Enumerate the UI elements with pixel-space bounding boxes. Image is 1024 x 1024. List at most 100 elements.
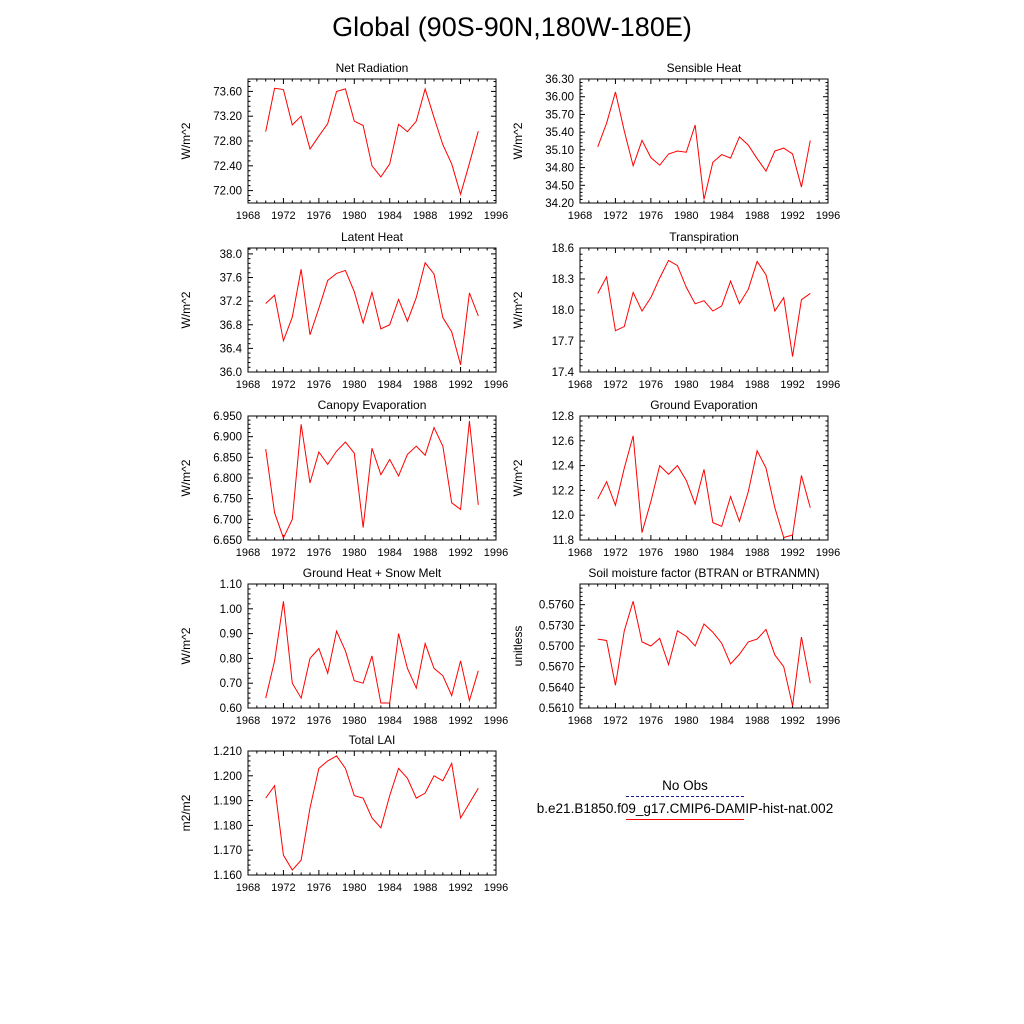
panel-total-lai-ytick-label: 1.210: [213, 746, 242, 758]
panel-soil-moisture-factor-btran-or-btranmn-ylabel: unitless: [511, 626, 525, 667]
panel-soil-moisture-factor-btran-or-btranmn-ytick-label: 0.5610: [539, 703, 574, 715]
panel-ground-heat-snow-melt-xtick-label: 1976: [307, 715, 331, 727]
panel-transpiration-ytick-label: 17.7: [552, 336, 574, 348]
panel-ground-evaporation-series-line: [597, 435, 811, 539]
panel-net-radiation-ytick-label: 73.20: [213, 111, 242, 123]
panel-net-radiation-xtick-label: 1988: [413, 210, 437, 222]
panel-soil-moisture-factor-btran-or-btranmn-xtick-label: 1976: [639, 715, 663, 727]
panel-total-lai-ytick-label: 1.170: [213, 845, 242, 857]
panel-soil-moisture-factor-btran-or-btranmn-xtick-label: 1972: [603, 715, 627, 727]
panel-sensible-heat-ytick-label: 34.80: [545, 163, 574, 175]
panel-sensible-heat-ytick-label: 34.50: [545, 180, 574, 192]
panel-ground-evaporation-title: Ground Evaporation: [650, 398, 757, 412]
panel-transpiration-xtick-label: 1984: [709, 379, 733, 391]
panel-transpiration-title: Transpiration: [669, 230, 739, 244]
legend-obs-label: No Obs: [662, 778, 708, 793]
panel-ground-evaporation-ytick-label: 12.6: [552, 436, 574, 448]
panel-ground-evaporation-ytick-label: 11.8: [552, 535, 574, 547]
panel-canopy-evaporation-xtick-label: 1988: [413, 547, 437, 559]
panel-sensible-heat-xtick-label: 1992: [780, 210, 804, 222]
panel-sensible-heat-ytick-label: 35.10: [545, 145, 574, 157]
panel-ground-evaporation-xtick-label: 1988: [745, 547, 769, 559]
legend-model-label: b.e21.B1850.f09_g17.CMIP6-DAMIP-hist-nat…: [536, 801, 834, 816]
panel-canopy-evaporation-ylabel: W/m^2: [179, 459, 193, 496]
panel-net-radiation-series-line: [265, 87, 479, 197]
panel-soil-moisture-factor-btran-or-btranmn-title: Soil moisture factor (BTRAN or BTRANMN): [588, 566, 819, 580]
panel-sensible-heat-xtick-label: 1984: [709, 210, 733, 222]
panel-sensible-heat-xtick-label: 1972: [603, 210, 627, 222]
panel-ground-heat-snow-melt-xtick-label: 1988: [413, 715, 437, 727]
panel-soil-moisture-factor-btran-or-btranmn-xtick-label: 1992: [780, 715, 804, 727]
panel-sensible-heat-xtick-label: 1988: [745, 210, 769, 222]
panel-latent-heat-xtick-label: 1984: [377, 379, 401, 391]
panel-latent-heat-xtick-label: 1972: [271, 379, 295, 391]
panel-canopy-evaporation-series-line: [265, 420, 479, 540]
panel-latent-heat: Latent Heat W/m^2 1968 1972 1976 1980 1984 1988…: [179, 230, 508, 391]
panel-sensible-heat-series-line: [597, 91, 811, 200]
panel-total-lai-ytick-label: 1.190: [213, 796, 242, 808]
panel-ground-heat-snow-melt-ytick-label: 0.90: [220, 629, 242, 641]
panel-ground-evaporation-xtick-label: 1972: [603, 547, 627, 559]
panel-transpiration-xtick-label: 1972: [603, 379, 627, 391]
panel-latent-heat-ytick-label: 36.8: [220, 320, 242, 332]
panel-transpiration-xtick-label: 1988: [745, 379, 769, 391]
panel-soil-moisture-factor-btran-or-btranmn-xtick-label: 1968: [568, 715, 592, 727]
panel-sensible-heat-ytick-label: 34.20: [545, 198, 574, 210]
legend: No Obs b.e21.B1850.f09_g17.CMIP6-DAMIP-h…: [530, 778, 840, 824]
panel-net-radiation-xtick-label: 1980: [342, 210, 366, 222]
panel-soil-moisture-factor-btran-or-btranmn-ytick-label: 0.5730: [539, 620, 574, 632]
panel-ground-heat-snow-melt-xtick-label: 1992: [448, 715, 472, 727]
panel-total-lai-series-line: [265, 755, 479, 871]
panel-total-lai-frame: [247, 750, 497, 876]
panel-total-lai-ytick-label: 1.160: [213, 870, 242, 882]
panel-canopy-evaporation-ytick-label: 6.700: [213, 514, 242, 526]
panel-soil-moisture-factor-btran-or-btranmn-series-line: [597, 601, 811, 707]
panel-latent-heat-xtick-label: 1996: [484, 379, 508, 391]
legend-obs-line: [626, 796, 744, 797]
panel-sensible-heat-xtick-label: 1968: [568, 210, 592, 222]
panel-total-lai-xtick-label: 1984: [377, 882, 401, 894]
panel-ground-heat-snow-melt-xtick-label: 1996: [484, 715, 508, 727]
panel-transpiration-xtick-label: 1996: [816, 379, 840, 391]
panel-canopy-evaporation-xtick-label: 1980: [342, 547, 366, 559]
panel-ground-evaporation-xtick-label: 1984: [709, 547, 733, 559]
panel-ground-evaporation-ytick-label: 12.8: [552, 411, 574, 423]
panel-total-lai-xtick-label: 1968: [236, 882, 260, 894]
panel-sensible-heat-ytick-label: 35.40: [545, 127, 574, 139]
panel-net-radiation: Net Radiation W/m^2 1968 1972 1976 1980 1984 19…: [179, 61, 508, 222]
panel-canopy-evaporation: Canopy Evaporation W/m^2 1968 1972 1976 1980 1…: [179, 398, 508, 559]
panel-ground-heat-snow-melt-series-line: [265, 601, 479, 704]
panel-ground-heat-snow-melt-ytick-label: 0.70: [220, 678, 242, 690]
panel-transpiration-xtick-label: 1976: [639, 379, 663, 391]
panel-sensible-heat-ytick-label: 36.30: [545, 74, 574, 86]
panel-net-radiation-ytick-label: 72.80: [213, 136, 242, 148]
panel-transpiration-ytick-label: 18.0: [552, 305, 574, 317]
panel-total-lai-ylabel: m2/m2: [179, 794, 193, 831]
panel-ground-heat-snow-melt-ylabel: W/m^2: [179, 627, 193, 664]
panel-net-radiation-xtick-label: 1984: [377, 210, 401, 222]
panel-transpiration: Transpiration W/m^2 1968 1972 1976 1980 1984 19…: [511, 230, 840, 391]
panel-total-lai-ytick-label: 1.180: [213, 820, 242, 832]
panel-ground-evaporation-xtick-label: 1980: [674, 547, 698, 559]
panel-soil-moisture-factor-btran-or-btranmn-ytick-label: 0.5700: [539, 641, 574, 653]
panel-canopy-evaporation-ytick-label: 6.800: [213, 473, 242, 485]
panel-total-lai-ytick-label: 1.200: [213, 771, 242, 783]
panel-ground-evaporation-ytick-label: 12.0: [552, 510, 574, 522]
panel-transpiration-series-line: [597, 259, 811, 357]
panel-net-radiation-ytick-label: 72.00: [213, 186, 242, 198]
panel-soil-moisture-factor-btran-or-btranmn-frame: [579, 583, 829, 709]
panel-ground-evaporation-ytick-label: 12.2: [552, 485, 574, 497]
panel-total-lai: Total LAI m2/m2 1968 1972 1976 1980 1984 1988 19…: [179, 733, 508, 894]
panel-latent-heat-ylabel: W/m^2: [179, 291, 193, 328]
panel-latent-heat-xtick-label: 1968: [236, 379, 260, 391]
panel-sensible-heat-xtick-label: 1976: [639, 210, 663, 222]
panel-latent-heat-ytick-label: 36.0: [220, 367, 242, 379]
panel-ground-heat-snow-melt-title: Ground Heat + Snow Melt: [303, 566, 442, 580]
panel-canopy-evaporation-xtick-label: 1992: [448, 547, 472, 559]
panel-total-lai-xtick-label: 1972: [271, 882, 295, 894]
panel-canopy-evaporation-xtick-label: 1968: [236, 547, 260, 559]
panel-canopy-evaporation-xtick-label: 1972: [271, 547, 295, 559]
panel-net-radiation-ylabel: W/m^2: [179, 122, 193, 159]
panel-sensible-heat-title: Sensible Heat: [667, 61, 742, 75]
